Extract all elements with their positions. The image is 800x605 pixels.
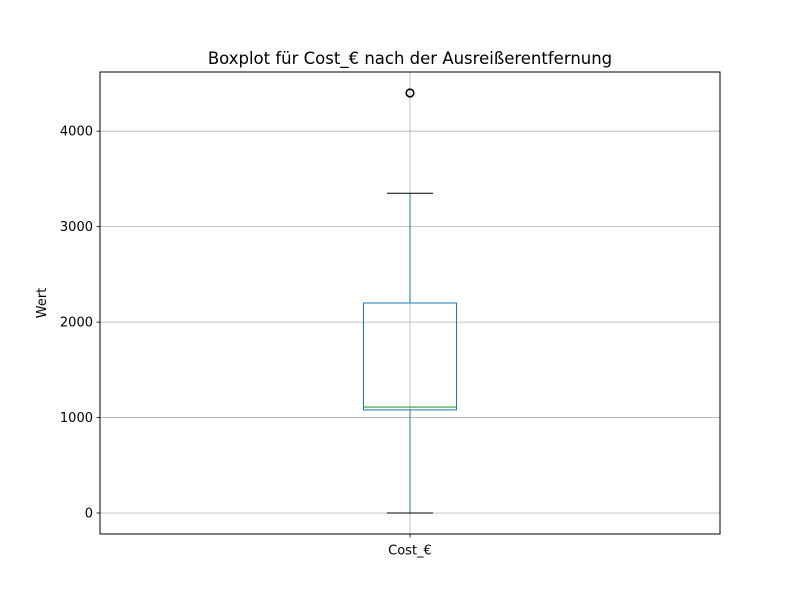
y-tick-label: 2000 <box>60 316 93 331</box>
y-tick-label: 0 <box>85 507 93 522</box>
outlier-point <box>405 88 415 98</box>
y-tick-label: 3000 <box>60 220 93 235</box>
x-tick-label: Cost_€ <box>388 544 432 559</box>
y-tick-label: 4000 <box>60 125 93 140</box>
chart-title: Boxplot für Cost_€ nach der Ausreißerent… <box>208 49 612 69</box>
y-tick-label: 1000 <box>60 411 93 426</box>
iqr-box <box>363 302 457 411</box>
axis-layer: 0 1000 2000 3000 4000 Cost_€ <box>60 125 432 559</box>
y-axis-label: Wert <box>35 288 50 319</box>
box-layer <box>363 88 457 514</box>
